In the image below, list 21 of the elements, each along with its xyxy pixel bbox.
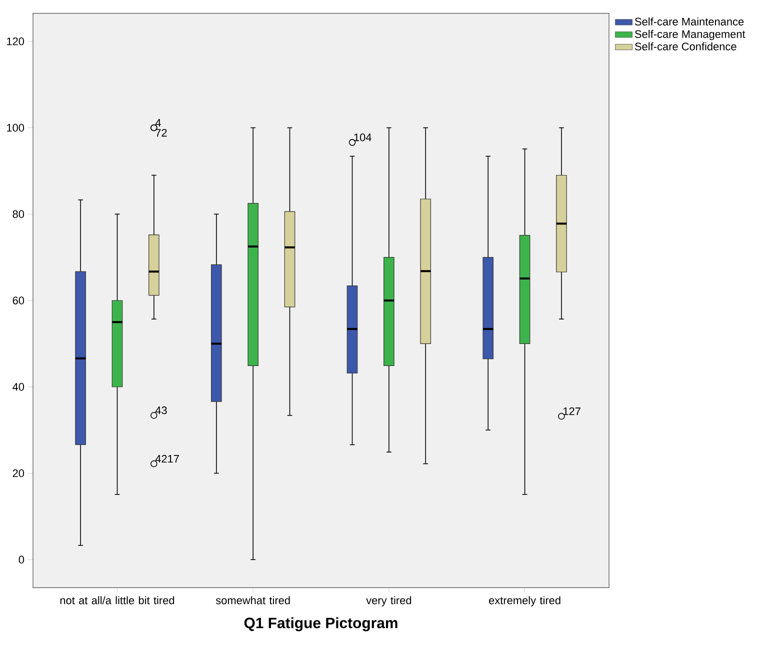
- annotation: 43: [155, 406, 167, 414]
- y-tick-label: 20: [12, 469, 24, 478]
- annotation: 4217: [155, 454, 179, 463]
- legend-label: Self-care Confidence: [634, 42, 736, 50]
- x-tick-label: somewhat tired: [216, 596, 290, 604]
- x-tick-label: extremely tired: [489, 596, 560, 606]
- x-tick-label: not at all/a little bit tired: [60, 596, 174, 604]
- legend-label: Self-care Maintenance: [634, 17, 744, 26]
- y-tick-label: 60: [12, 296, 24, 304]
- y-tick-label: 80: [12, 210, 24, 218]
- x-axis-title: Q1 Fatigue Pictogram: [244, 617, 398, 632]
- y-tick-label: 0: [18, 556, 24, 564]
- y-tick-label: 40: [12, 383, 24, 391]
- annotation: 4: [155, 119, 161, 127]
- annotation: 104: [354, 133, 372, 142]
- y-tick-label: 100: [7, 124, 24, 132]
- annotation: 72: [156, 128, 167, 137]
- y-tick-label: 120: [7, 38, 24, 46]
- annotation: 127: [563, 407, 580, 416]
- x-tick-label: very tired: [366, 596, 412, 606]
- legend-label: Self-care Management: [634, 30, 746, 40]
